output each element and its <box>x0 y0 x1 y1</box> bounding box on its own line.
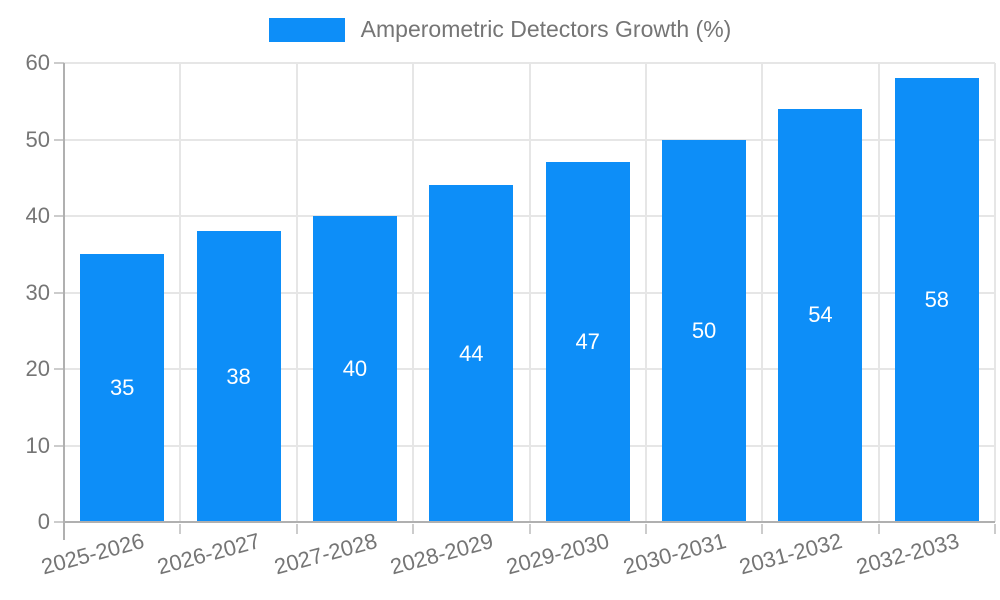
x-tick <box>761 524 764 534</box>
bar[interactable]: 54 <box>778 108 863 522</box>
y-tick-label: 50 <box>25 126 50 152</box>
x-gridline <box>412 63 415 522</box>
y-tick <box>54 444 64 447</box>
bar[interactable]: 58 <box>894 78 979 522</box>
legend: Amperometric Detectors Growth (%) <box>0 16 1000 43</box>
legend-swatch <box>268 17 345 42</box>
x-tick <box>644 524 647 534</box>
bar[interactable]: 44 <box>429 185 514 522</box>
bar-value-label: 35 <box>109 375 135 401</box>
bar[interactable]: 38 <box>196 231 281 522</box>
x-tick <box>877 524 880 534</box>
x-gridline <box>994 63 996 522</box>
y-tick-label: 30 <box>25 279 50 305</box>
y-tick <box>54 138 64 141</box>
y-tick <box>54 215 64 217</box>
bar-value-label: 54 <box>808 302 833 328</box>
x-tick <box>528 524 531 534</box>
bar[interactable]: 35 <box>80 254 165 522</box>
x-tick-label: 2029-2030 <box>504 528 613 580</box>
bar-value-label: 38 <box>226 363 251 389</box>
x-gridline <box>644 63 647 522</box>
x-axis-line <box>63 521 995 523</box>
bar-value-label: 40 <box>342 356 368 381</box>
y-tick <box>54 521 64 523</box>
y-tick-label: 0 <box>37 509 50 534</box>
legend-label: Amperometric Detectors Growth (%) <box>360 16 732 42</box>
bar-value-label: 44 <box>459 340 484 366</box>
x-tick-label: 2026-2027 <box>154 528 264 580</box>
y-tick-label: 60 <box>25 50 50 75</box>
x-tick <box>994 524 996 534</box>
y-tick <box>54 368 64 370</box>
y-tick <box>54 62 64 64</box>
x-gridline <box>528 63 531 522</box>
x-tick-label: 2032-2033 <box>853 528 962 580</box>
x-tick-label: 2025-2026 <box>38 528 147 580</box>
bar-value-label: 50 <box>691 317 717 343</box>
x-gridline <box>877 63 880 522</box>
x-tick-label: 2030-2031 <box>620 528 729 580</box>
bar-value-label: 58 <box>924 287 950 313</box>
bar[interactable]: 50 <box>662 139 747 522</box>
bar-value-label: 47 <box>575 329 600 355</box>
bar[interactable]: 47 <box>545 162 630 522</box>
x-tick-label: 2027-2028 <box>271 528 380 580</box>
x-tick <box>412 524 415 534</box>
x-tick <box>295 524 298 534</box>
y-tick-label: 40 <box>25 203 50 228</box>
x-tick-label: 2028-2029 <box>387 528 496 580</box>
legend-item[interactable]: Amperometric Detectors Growth (%) <box>268 16 732 43</box>
y-axis-line <box>63 63 65 540</box>
bar[interactable]: 40 <box>312 216 397 522</box>
x-gridline <box>179 63 182 522</box>
y-tick-label: 20 <box>25 356 50 381</box>
x-gridline <box>761 63 764 522</box>
x-tick <box>179 524 182 534</box>
y-tick <box>54 291 64 294</box>
x-gridline <box>295 63 298 522</box>
x-tick-label: 2031-2032 <box>736 528 845 580</box>
y-tick-label: 10 <box>25 432 50 458</box>
